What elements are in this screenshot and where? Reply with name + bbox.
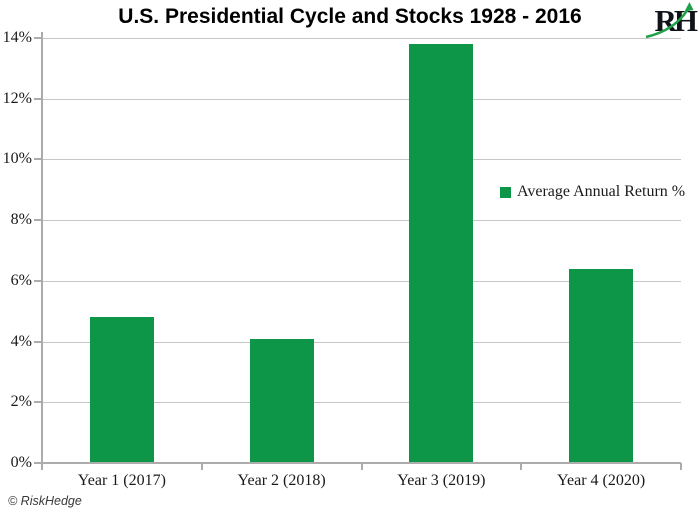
bar [249,338,314,463]
y-axis-tick-label: 14% [2,29,32,46]
y-axis-tick [34,462,42,464]
gridline [42,280,681,282]
gridline [42,98,681,100]
y-axis-tick-label: 2% [10,393,32,411]
chart-legend: Average Annual Return % [500,183,685,201]
y-axis-tick-label: 8% [10,211,32,229]
y-axis-tick-label: 10% [2,150,32,168]
y-axis-tick [34,219,42,222]
y-axis-tick [34,340,42,343]
gridline [42,159,681,161]
source-credit: © RiskHedge [8,494,82,508]
chart-title: U.S. Presidential Cycle and Stocks 1928 … [118,5,582,28]
x-axis-tick-label: Year 3 (2019) [397,472,486,489]
bar [89,317,154,463]
y-axis-tick [34,279,42,282]
legend-swatch [500,187,511,198]
y-axis-tick [34,37,42,39]
gridline [42,38,681,39]
y-axis-tick-label: 12% [2,89,32,107]
gridline [42,341,681,343]
legend-label: Average Annual Return % [517,183,686,200]
y-axis-line [41,32,43,463]
growth-arrow-icon [645,2,694,39]
y-axis-tick-label: 6% [10,271,32,289]
x-axis-tick-label: Year 1 (2017) [77,472,166,489]
riskhedge-logo: RH [645,1,698,43]
plot-area: 0% 2% 4% 6% 8% 10% 12% 14% Year 1 (2017) Year 2 … [3,29,685,489]
x-axis-tick [360,463,363,470]
gridline [42,220,681,222]
gridline [42,402,681,404]
y-axis-tick [34,158,42,161]
bar [569,268,634,463]
x-axis-tick [680,463,682,470]
y-axis-tick-label: 0% [10,454,32,471]
y-axis-tick-label: 4% [10,332,32,350]
x-axis-tick-label: Year 4 (2020) [557,472,646,489]
x-axis-tick-label: Year 2 (2018) [237,472,326,489]
y-axis-tick [34,97,42,100]
x-axis-tick [41,463,43,470]
x-axis-tick [200,463,203,470]
y-axis-tick [34,401,42,404]
x-axis-tick [520,463,523,470]
bar [409,44,474,463]
